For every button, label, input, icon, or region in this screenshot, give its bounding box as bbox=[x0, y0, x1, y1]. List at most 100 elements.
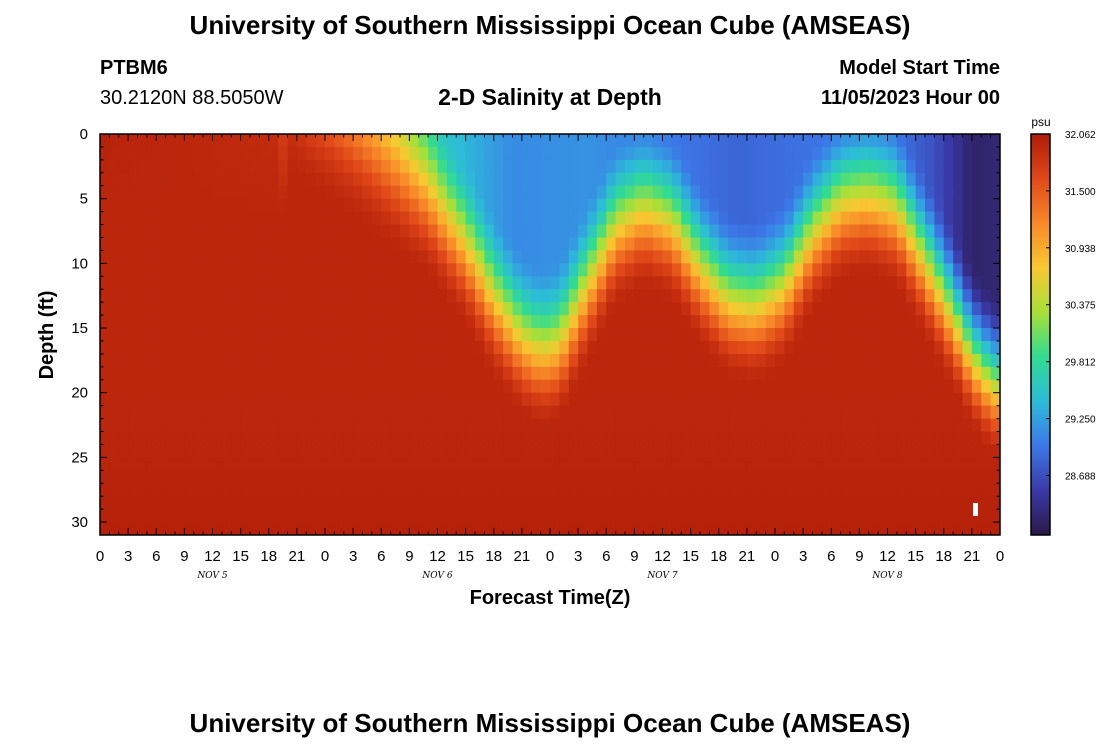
heatmap-cell bbox=[746, 276, 757, 290]
heatmap-cell bbox=[334, 198, 345, 213]
heatmap-cell bbox=[418, 211, 429, 226]
heatmap-cell bbox=[100, 418, 110, 433]
heatmap-cell bbox=[240, 211, 251, 226]
heatmap-cell bbox=[709, 185, 720, 200]
heatmap-cell bbox=[981, 276, 992, 290]
heatmap-cell bbox=[953, 263, 964, 277]
heatmap-cell bbox=[362, 198, 373, 213]
heatmap-cell bbox=[503, 172, 514, 187]
heatmap-cell bbox=[700, 289, 710, 303]
heatmap-cell bbox=[165, 353, 176, 368]
heatmap-cell bbox=[128, 418, 139, 433]
heatmap-cell bbox=[606, 211, 617, 226]
heatmap-cell bbox=[728, 315, 739, 329]
heatmap-cell bbox=[334, 302, 345, 316]
heatmap-cell bbox=[362, 509, 373, 523]
heatmap-cell bbox=[437, 276, 448, 290]
heatmap-cell bbox=[868, 289, 879, 303]
heatmap-cell bbox=[128, 470, 139, 484]
heatmap-cell bbox=[371, 353, 382, 368]
heatmap-cell bbox=[578, 224, 589, 239]
heatmap-cell bbox=[606, 522, 617, 535]
heatmap-cell bbox=[475, 496, 485, 510]
heatmap-cell bbox=[437, 470, 448, 484]
heatmap-cell bbox=[306, 392, 317, 407]
heatmap-cell bbox=[850, 431, 860, 446]
heatmap-cell bbox=[409, 470, 420, 484]
heatmap-cell bbox=[156, 172, 167, 187]
heatmap-cell bbox=[784, 198, 795, 213]
heatmap-cell bbox=[690, 444, 701, 458]
heatmap-cell bbox=[812, 276, 823, 290]
heatmap-cell bbox=[240, 509, 251, 523]
heatmap-cell bbox=[821, 444, 832, 458]
x-tick-label: 15 bbox=[232, 548, 249, 565]
heatmap-cell bbox=[456, 470, 467, 484]
heatmap-cell bbox=[700, 470, 710, 484]
heatmap-cell bbox=[428, 340, 439, 355]
heatmap-cell bbox=[165, 172, 176, 187]
heatmap-cell bbox=[718, 405, 729, 420]
heatmap-cell bbox=[943, 340, 954, 355]
heatmap-cell bbox=[896, 263, 907, 277]
heatmap-cell bbox=[156, 405, 167, 420]
heatmap-cell bbox=[568, 379, 579, 394]
heatmap-cell bbox=[868, 146, 879, 161]
heatmap-cell bbox=[671, 522, 682, 535]
heatmap-cell bbox=[146, 172, 157, 187]
heatmap-cell bbox=[878, 146, 889, 161]
heatmap-cell bbox=[381, 392, 392, 407]
heatmap-cell bbox=[690, 522, 701, 535]
heatmap-cell bbox=[353, 509, 364, 523]
heatmap-cell bbox=[287, 379, 298, 394]
heatmap-cell bbox=[390, 366, 401, 381]
heatmap-cell bbox=[587, 340, 598, 355]
heatmap-cell bbox=[475, 315, 485, 329]
heatmap-cell bbox=[953, 198, 964, 213]
heatmap-cell bbox=[315, 366, 326, 381]
heatmap-cell bbox=[418, 250, 429, 264]
heatmap-cell bbox=[353, 379, 364, 394]
heatmap-cell bbox=[878, 159, 889, 174]
heatmap-cell bbox=[596, 250, 607, 264]
heatmap-cell bbox=[521, 224, 532, 239]
heatmap-cell bbox=[484, 392, 495, 407]
heatmap-cell bbox=[971, 263, 982, 277]
heatmap-cell bbox=[615, 405, 626, 420]
heatmap-cell bbox=[625, 159, 635, 174]
heatmap-cell bbox=[625, 289, 635, 303]
heatmap-cell bbox=[568, 302, 579, 316]
heatmap-cell bbox=[981, 470, 992, 484]
heatmap-cell bbox=[859, 431, 870, 446]
heatmap-cell bbox=[887, 340, 898, 355]
heatmap-cell bbox=[925, 172, 935, 187]
heatmap-cell bbox=[803, 198, 814, 213]
heatmap-cell bbox=[137, 366, 148, 381]
heatmap-cell bbox=[606, 250, 617, 264]
heatmap-cell bbox=[662, 172, 673, 187]
heatmap-cell bbox=[784, 470, 795, 484]
heatmap-cell bbox=[662, 250, 673, 264]
heatmap-cell bbox=[381, 483, 392, 497]
heatmap-cell bbox=[962, 134, 973, 148]
heatmap-cell bbox=[896, 509, 907, 523]
heatmap-cell bbox=[587, 496, 598, 510]
heatmap-cell bbox=[493, 276, 504, 290]
heatmap-cell bbox=[896, 198, 907, 213]
heatmap-cell bbox=[596, 431, 607, 446]
heatmap-cell bbox=[165, 431, 176, 446]
heatmap-cell bbox=[775, 159, 785, 174]
heatmap-cell bbox=[362, 431, 373, 446]
heatmap-cell bbox=[615, 457, 626, 471]
heatmap-cell bbox=[793, 444, 804, 458]
heatmap-cell bbox=[934, 353, 945, 368]
heatmap-cell bbox=[925, 289, 935, 303]
heatmap-cell bbox=[137, 250, 148, 264]
heatmap-cell bbox=[231, 496, 242, 510]
heatmap-cell bbox=[512, 392, 523, 407]
heatmap-cell bbox=[625, 172, 635, 187]
heatmap-cell bbox=[765, 328, 776, 342]
heatmap-cell bbox=[484, 353, 495, 368]
heatmap-cell bbox=[803, 146, 814, 161]
heatmap-cell bbox=[521, 250, 532, 264]
